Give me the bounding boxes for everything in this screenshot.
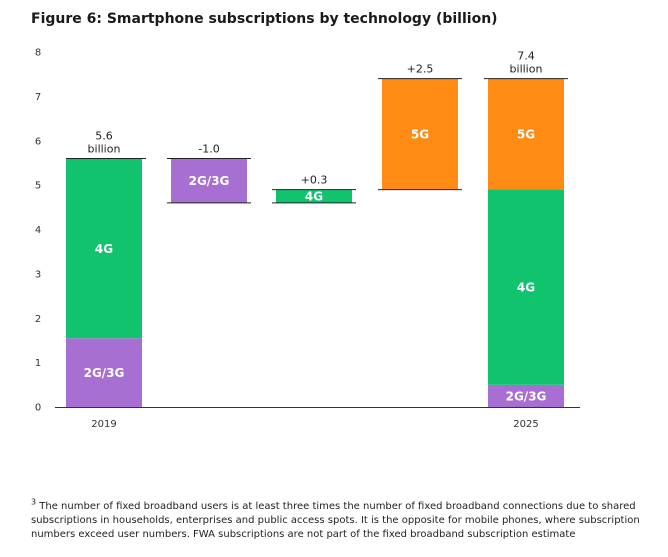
- bar-segment-2g-3g: [171, 158, 247, 203]
- bar-value-label: -1.0: [198, 143, 219, 156]
- y-tick-label: 8: [35, 48, 41, 59]
- segment-label: 2G/3G: [189, 174, 230, 188]
- bar-segment-5g: [488, 78, 564, 190]
- segment-label: 5G: [411, 128, 429, 142]
- chart-title: Figure 6: Smartphone subscriptions by te…: [31, 11, 498, 27]
- footnote-text: The number of fixed broadband users is a…: [31, 501, 640, 540]
- x-category-label: 2019: [91, 419, 116, 430]
- bar-value-label: +0.3: [301, 174, 328, 187]
- segment-label: 4G: [517, 281, 535, 295]
- y-tick-label: 5: [35, 181, 41, 192]
- y-tick-label: 1: [35, 358, 41, 369]
- footnote-mark: 3: [31, 497, 37, 507]
- segment-label: 4G: [95, 242, 113, 256]
- y-tick-label: 3: [35, 269, 41, 280]
- bar-segment-4g: [488, 189, 564, 385]
- x-category-label: 2025: [513, 419, 538, 430]
- y-tick-label: 2: [35, 314, 41, 325]
- bar-segment-4g: [276, 189, 352, 203]
- y-tick-label: 0: [35, 403, 41, 414]
- bar-value-label: billion: [88, 143, 121, 156]
- footnote: 3 The number of fixed broadband users is…: [31, 497, 651, 542]
- y-axis: 0 1 2 3 4 5 6 7 8: [35, 48, 41, 414]
- y-tick-label: 4: [35, 225, 41, 236]
- bar-value-label: billion: [510, 63, 543, 76]
- bar-value-label: 5.6: [95, 130, 113, 143]
- connectors: [66, 78, 568, 204]
- bar-value-label: 7.4: [517, 50, 535, 63]
- segment-label: 2G/3G: [506, 389, 547, 403]
- bars: 2G/3G 4G 2G/3G 4G 5G 2G/3G 4G 5G: [66, 78, 564, 407]
- bar-value-label: +2.5: [407, 63, 434, 76]
- x-axis: 2019 2025: [55, 407, 580, 430]
- segment-label: 5G: [517, 128, 535, 142]
- y-tick-label: 6: [35, 136, 41, 147]
- segment-label: 2G/3G: [84, 366, 125, 380]
- bar-segment-4g: [66, 158, 142, 339]
- segment-label: 4G: [305, 190, 323, 204]
- y-tick-label: 7: [35, 92, 41, 103]
- bar-segment-2g-3g: [66, 338, 142, 407]
- bar-segment-2g-3g: [488, 384, 564, 407]
- bar-segment-5g: [382, 78, 458, 190]
